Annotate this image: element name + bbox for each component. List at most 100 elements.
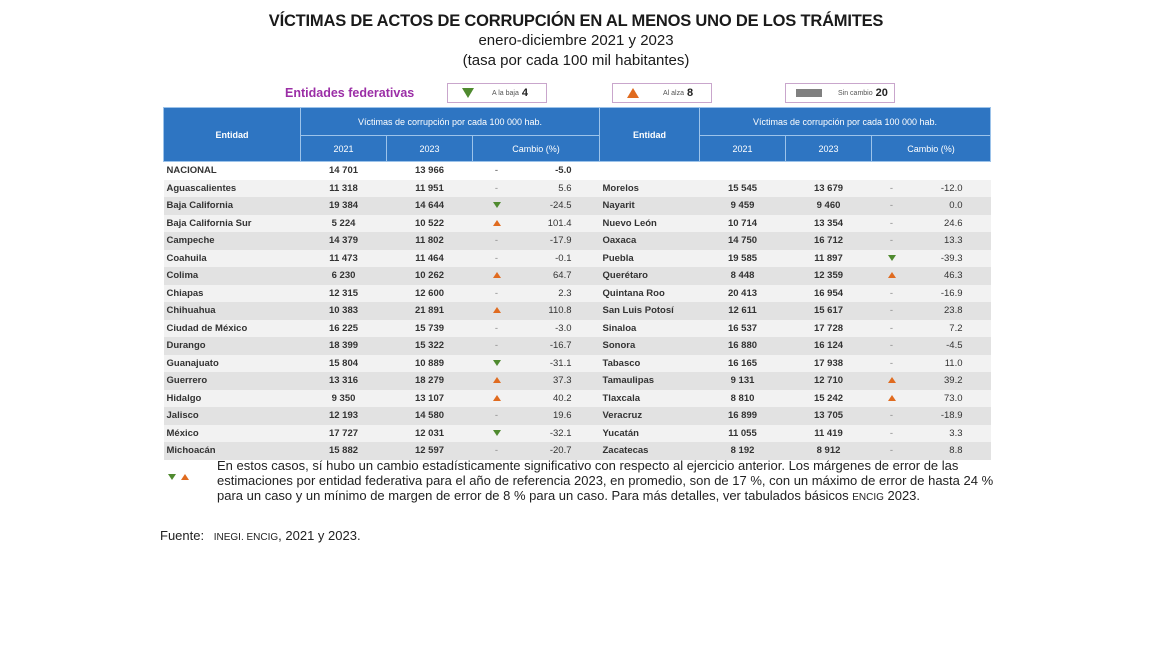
change-indicator (871, 249, 912, 267)
header-2021-right: 2021 (699, 135, 786, 162)
value-2023: 12 031 (386, 424, 473, 442)
change-pct: -32.1 (520, 424, 600, 442)
empty-cell (911, 161, 991, 180)
no-change-icon: - (472, 442, 521, 460)
entity-name: NACIONAL (163, 161, 301, 180)
header-entity-left: Entidad (163, 107, 301, 162)
change-indicator (871, 267, 912, 285)
no-change-icon: - (472, 407, 521, 425)
no-change-icon: - (871, 302, 912, 320)
change-pct: 39.2 (911, 372, 991, 390)
change-pct: 23.8 (911, 302, 991, 320)
value-2021: 13 316 (300, 372, 387, 390)
entity-name: Guerrero (163, 372, 301, 390)
value-2021: 16 225 (300, 319, 387, 337)
no-change-icon: - (871, 284, 912, 302)
change-pct: -16.9 (911, 284, 991, 302)
entity-name: Campeche (163, 232, 301, 250)
entity-name: Guanajuato (163, 354, 301, 372)
legend-up-text: Al alza (663, 89, 685, 97)
change-pct: 0.0 (911, 197, 991, 215)
value-2023: 16 124 (785, 337, 872, 355)
change-pct: -17.9 (520, 232, 600, 250)
table-row: Colima 6 230 10 262 64.7 Querétaro 8 448 12 35… (163, 267, 991, 285)
table-row: Chiapas 12 315 12 600-2.3 Quintana Roo 20 41… (163, 284, 991, 302)
entity-name: Puebla (599, 249, 700, 267)
value-2021: 9 459 (699, 197, 786, 215)
entity-name: Baja California Sur (163, 214, 301, 232)
value-2023: 15 322 (386, 337, 473, 355)
entity-name: Michoacán (163, 442, 301, 460)
no-change-icon: - (871, 442, 912, 460)
entity-name: Quintana Roo (599, 284, 700, 302)
change-pct: 2.3 (520, 284, 600, 302)
no-change-icon: - (871, 214, 912, 232)
change-pct: 5.6 (520, 179, 600, 197)
value-2021: 17 727 (300, 424, 387, 442)
entity-name: Nayarit (599, 197, 700, 215)
value-2021: 19 585 (699, 249, 786, 267)
no-change-icon: - (472, 249, 521, 267)
change-pct: 24.6 (911, 214, 991, 232)
no-change-icon: - (871, 179, 912, 197)
value-2023: 11 951 (386, 179, 473, 197)
subtitle-period: enero-diciembre 2021 y 2023 (478, 32, 674, 49)
legend-up-count: 8 (687, 87, 694, 99)
table-row: Hidalgo 9 350 13 107 40.2 Tlaxcala 8 810 15 24… (163, 389, 991, 407)
change-pct: 73.0 (911, 389, 991, 407)
no-change-icon: - (472, 179, 521, 197)
change-indicator (472, 372, 521, 390)
no-change-icon: - (871, 337, 912, 355)
no-change-icon: - (871, 407, 912, 425)
value-2023: 18 279 (386, 372, 473, 390)
change-pct: 19.6 (520, 407, 600, 425)
change-pct: 11.0 (911, 354, 991, 372)
change-pct: -24.5 (520, 197, 600, 215)
change-pct: -31.1 (520, 354, 600, 372)
value-2023: 14 580 (386, 407, 473, 425)
no-change-icon: - (472, 319, 521, 337)
entity-name: Baja California (163, 197, 301, 215)
entity-name: Colima (163, 267, 301, 285)
table-row: Durango 18 399 15 322- -16.7 Sonora 16 880 16 … (163, 337, 991, 355)
value-2021: 16 537 (699, 319, 786, 337)
change-pct: -20.7 (520, 442, 600, 460)
triangle-up-icon (887, 272, 896, 278)
value-2021: 16 165 (699, 354, 786, 372)
triangle-down-icon (492, 359, 501, 366)
value-2023: 9 460 (785, 197, 872, 215)
no-change-icon: - (472, 232, 521, 250)
entity-name: Tlaxcala (599, 389, 700, 407)
change-pct: 7.2 (911, 319, 991, 337)
value-2021: 15 882 (300, 442, 387, 460)
value-2021: 10 714 (699, 214, 786, 232)
value-2021: 16 880 (699, 337, 786, 355)
value-2023: 12 597 (386, 442, 473, 460)
triangle-up-icon (492, 272, 501, 278)
entity-name: Oaxaca (599, 232, 700, 250)
value-2023: 11 419 (785, 424, 872, 442)
triangle-up-icon (887, 377, 896, 383)
value-2023: 11 897 (785, 249, 872, 267)
value-2023: 13 679 (785, 179, 872, 197)
entity-name: Morelos (599, 179, 700, 197)
no-change-icon: - (871, 354, 912, 372)
change-indicator (472, 424, 521, 442)
value-2021: 9 131 (699, 372, 786, 390)
table-row-national: NACIONAL 14 701 13 966 - -5.0 (163, 161, 991, 180)
value-2023: 10 889 (386, 354, 473, 372)
entity-name: Ciudad de México (163, 319, 301, 337)
value-2021: 6 230 (300, 267, 387, 285)
triangle-up-icon (887, 394, 896, 401)
value-2023: 16 954 (785, 284, 872, 302)
entity-name: Yucatán (599, 424, 700, 442)
triangle-up-icon (492, 394, 501, 401)
footnote-encig: ENCIG (852, 492, 884, 503)
table-body: NACIONAL 14 701 13 966 - -5.0 Aguascalie… (163, 161, 991, 460)
change-pct: -0.1 (520, 249, 600, 267)
value-2021: 14 379 (300, 232, 387, 250)
legend: Entidades federativas A la baja 4 Al alz… (0, 83, 1152, 105)
value-2021: 12 315 (300, 284, 387, 302)
page-title: VÍCTIMAS DE ACTOS DE CORRUPCIÓN EN AL ME… (268, 12, 884, 30)
footnote: En estos casos, sí hubo un cambio estadí… (217, 458, 1007, 505)
